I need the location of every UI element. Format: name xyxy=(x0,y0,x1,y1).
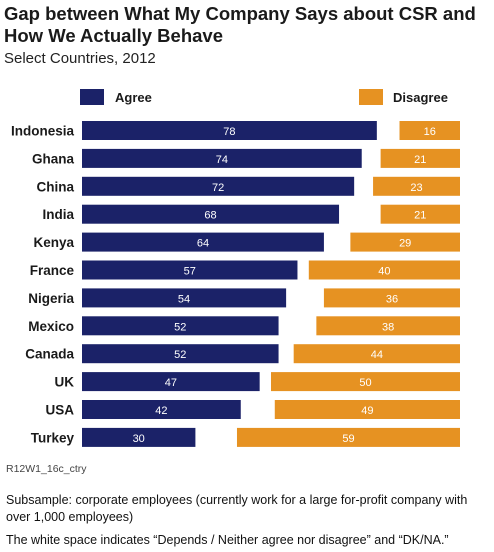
category-label-china: China xyxy=(36,179,74,194)
bar-agree-india xyxy=(82,204,340,224)
category-label-india: India xyxy=(42,207,74,222)
data-label-disagree-china: 23 xyxy=(410,182,422,194)
bar-disagree-nigeria xyxy=(323,288,460,308)
bar-disagree-usa xyxy=(274,400,460,419)
white-space-note: The white space indicates “Depends / Nei… xyxy=(6,533,449,547)
legend-label-disagree: Disagree xyxy=(393,90,448,105)
data-label-agree-uk: 47 xyxy=(165,377,177,389)
data-label-disagree-turkey: 59 xyxy=(342,433,354,445)
data-label-disagree-mexico: 38 xyxy=(382,321,394,333)
bar-agree-france xyxy=(82,260,298,280)
bar-disagree-kenya xyxy=(350,232,460,252)
data-label-agree-usa: 42 xyxy=(155,405,167,417)
data-label-agree-china: 72 xyxy=(212,182,224,194)
category-label-canada: Canada xyxy=(25,347,74,362)
bar-agree-turkey xyxy=(82,427,196,447)
data-label-disagree-usa: 49 xyxy=(361,405,373,417)
data-label-disagree-nigeria: 36 xyxy=(386,293,398,305)
bar-agree-china xyxy=(82,176,355,196)
bar-disagree-france xyxy=(308,260,460,280)
subsample-note: Subsample: corporate employees (currentl… xyxy=(6,493,468,524)
category-label-mexico: Mexico xyxy=(28,319,74,334)
bar-agree-kenya xyxy=(82,232,324,252)
bar-agree-ghana xyxy=(82,148,362,168)
category-label-france: France xyxy=(30,263,75,278)
data-label-disagree-india: 21 xyxy=(414,210,426,222)
category-label-usa: USA xyxy=(45,403,74,418)
data-label-agree-kenya: 64 xyxy=(197,238,209,250)
bar-disagree-canada xyxy=(293,344,460,364)
category-label-indonesia: Indonesia xyxy=(11,124,75,139)
bar-agree-uk xyxy=(82,372,260,392)
category-label-turkey: Turkey xyxy=(31,430,75,445)
category-label-kenya: Kenya xyxy=(33,235,74,250)
bar-chart: Indonesia 78 16 Ghana 74 21 China 72 23 India 68 21… xyxy=(11,121,460,447)
bar-agree-indonesia xyxy=(82,121,377,140)
bar-disagree-mexico xyxy=(316,316,460,336)
data-label-agree-mexico: 52 xyxy=(174,321,186,333)
category-label-ghana: Ghana xyxy=(32,151,75,166)
data-label-disagree-ghana: 21 xyxy=(414,154,426,166)
data-label-agree-france: 57 xyxy=(184,266,196,278)
data-label-disagree-uk: 50 xyxy=(359,377,371,389)
category-label-nigeria: Nigeria xyxy=(28,291,74,306)
data-label-agree-india: 68 xyxy=(204,210,216,222)
data-label-agree-ghana: 74 xyxy=(216,154,228,166)
bar-agree-nigeria xyxy=(82,288,287,308)
legend-label-agree: Agree xyxy=(115,90,152,105)
bar-disagree-ghana xyxy=(380,148,460,168)
bar-agree-mexico xyxy=(82,316,279,336)
bar-agree-canada xyxy=(82,344,279,364)
bar-disagree-turkey xyxy=(236,427,460,447)
chart-subtitle: Select Countries, 2012 xyxy=(4,50,156,67)
data-label-disagree-canada: 44 xyxy=(371,349,383,361)
chart-title: Gap between What My Company Says about C… xyxy=(4,3,476,46)
legend-swatch-agree xyxy=(80,89,104,105)
bar-disagree-uk xyxy=(271,372,460,392)
data-label-agree-nigeria: 54 xyxy=(178,293,190,305)
bar-disagree-china xyxy=(373,176,460,196)
data-label-agree-canada: 52 xyxy=(174,349,186,361)
data-label-disagree-kenya: 29 xyxy=(399,238,411,250)
bar-disagree-india xyxy=(380,204,460,224)
category-label-uk: UK xyxy=(55,375,75,390)
legend-swatch-disagree xyxy=(359,89,383,105)
data-label-agree-turkey: 30 xyxy=(133,433,145,445)
bar-agree-usa xyxy=(82,400,241,419)
source-code: R12W1_16c_ctry xyxy=(6,463,87,475)
data-label-disagree-indonesia: 16 xyxy=(424,126,436,138)
data-label-agree-indonesia: 78 xyxy=(223,126,235,138)
data-label-disagree-france: 40 xyxy=(378,266,390,278)
bar-disagree-indonesia xyxy=(399,121,460,140)
